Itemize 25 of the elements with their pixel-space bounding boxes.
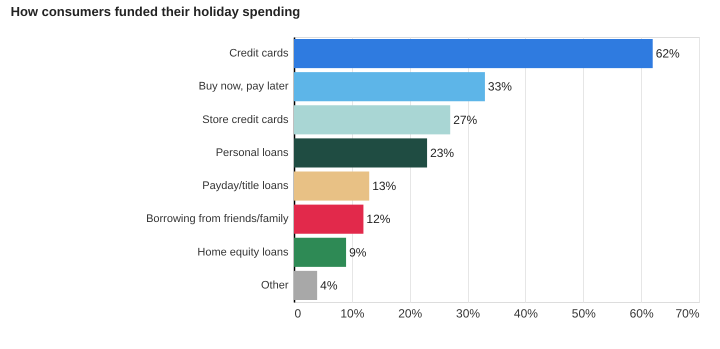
x-tick-label: 50% [572,306,596,320]
x-tick-label: 70% [675,306,700,320]
y-tick-label: Buy now, pay later [198,80,289,93]
y-tick-label: Personal loans [216,146,289,159]
y-tick-label: Borrowing from friends/family [146,213,289,226]
data-label: 12% [366,212,391,226]
data-label: 33% [488,80,512,94]
data-label: 23% [430,146,454,160]
y-tick-label: Credit cards [229,48,289,60]
x-tick-label: 60% [630,306,654,320]
y-tick-label: Home equity loans [197,246,289,258]
data-label: 4% [320,278,338,292]
data-label: 27% [453,112,478,127]
y-tick-label: Store credit cards [202,114,289,126]
y-tick-label: Payday/title loans [202,180,289,192]
x-tick-label: 0 [294,306,302,320]
data-label: 9% [349,245,367,260]
data-label: 13% [372,179,397,194]
text: How consumers funded their holiday spending [10,4,300,19]
y-tick-label: Other [260,279,289,292]
data-label: 62% [656,46,680,61]
x-tick-label: 20% [398,306,423,320]
x-tick-label: 10% [340,306,365,320]
x-tick-label: 40% [514,306,538,320]
x-tick-label: 30% [456,306,480,320]
